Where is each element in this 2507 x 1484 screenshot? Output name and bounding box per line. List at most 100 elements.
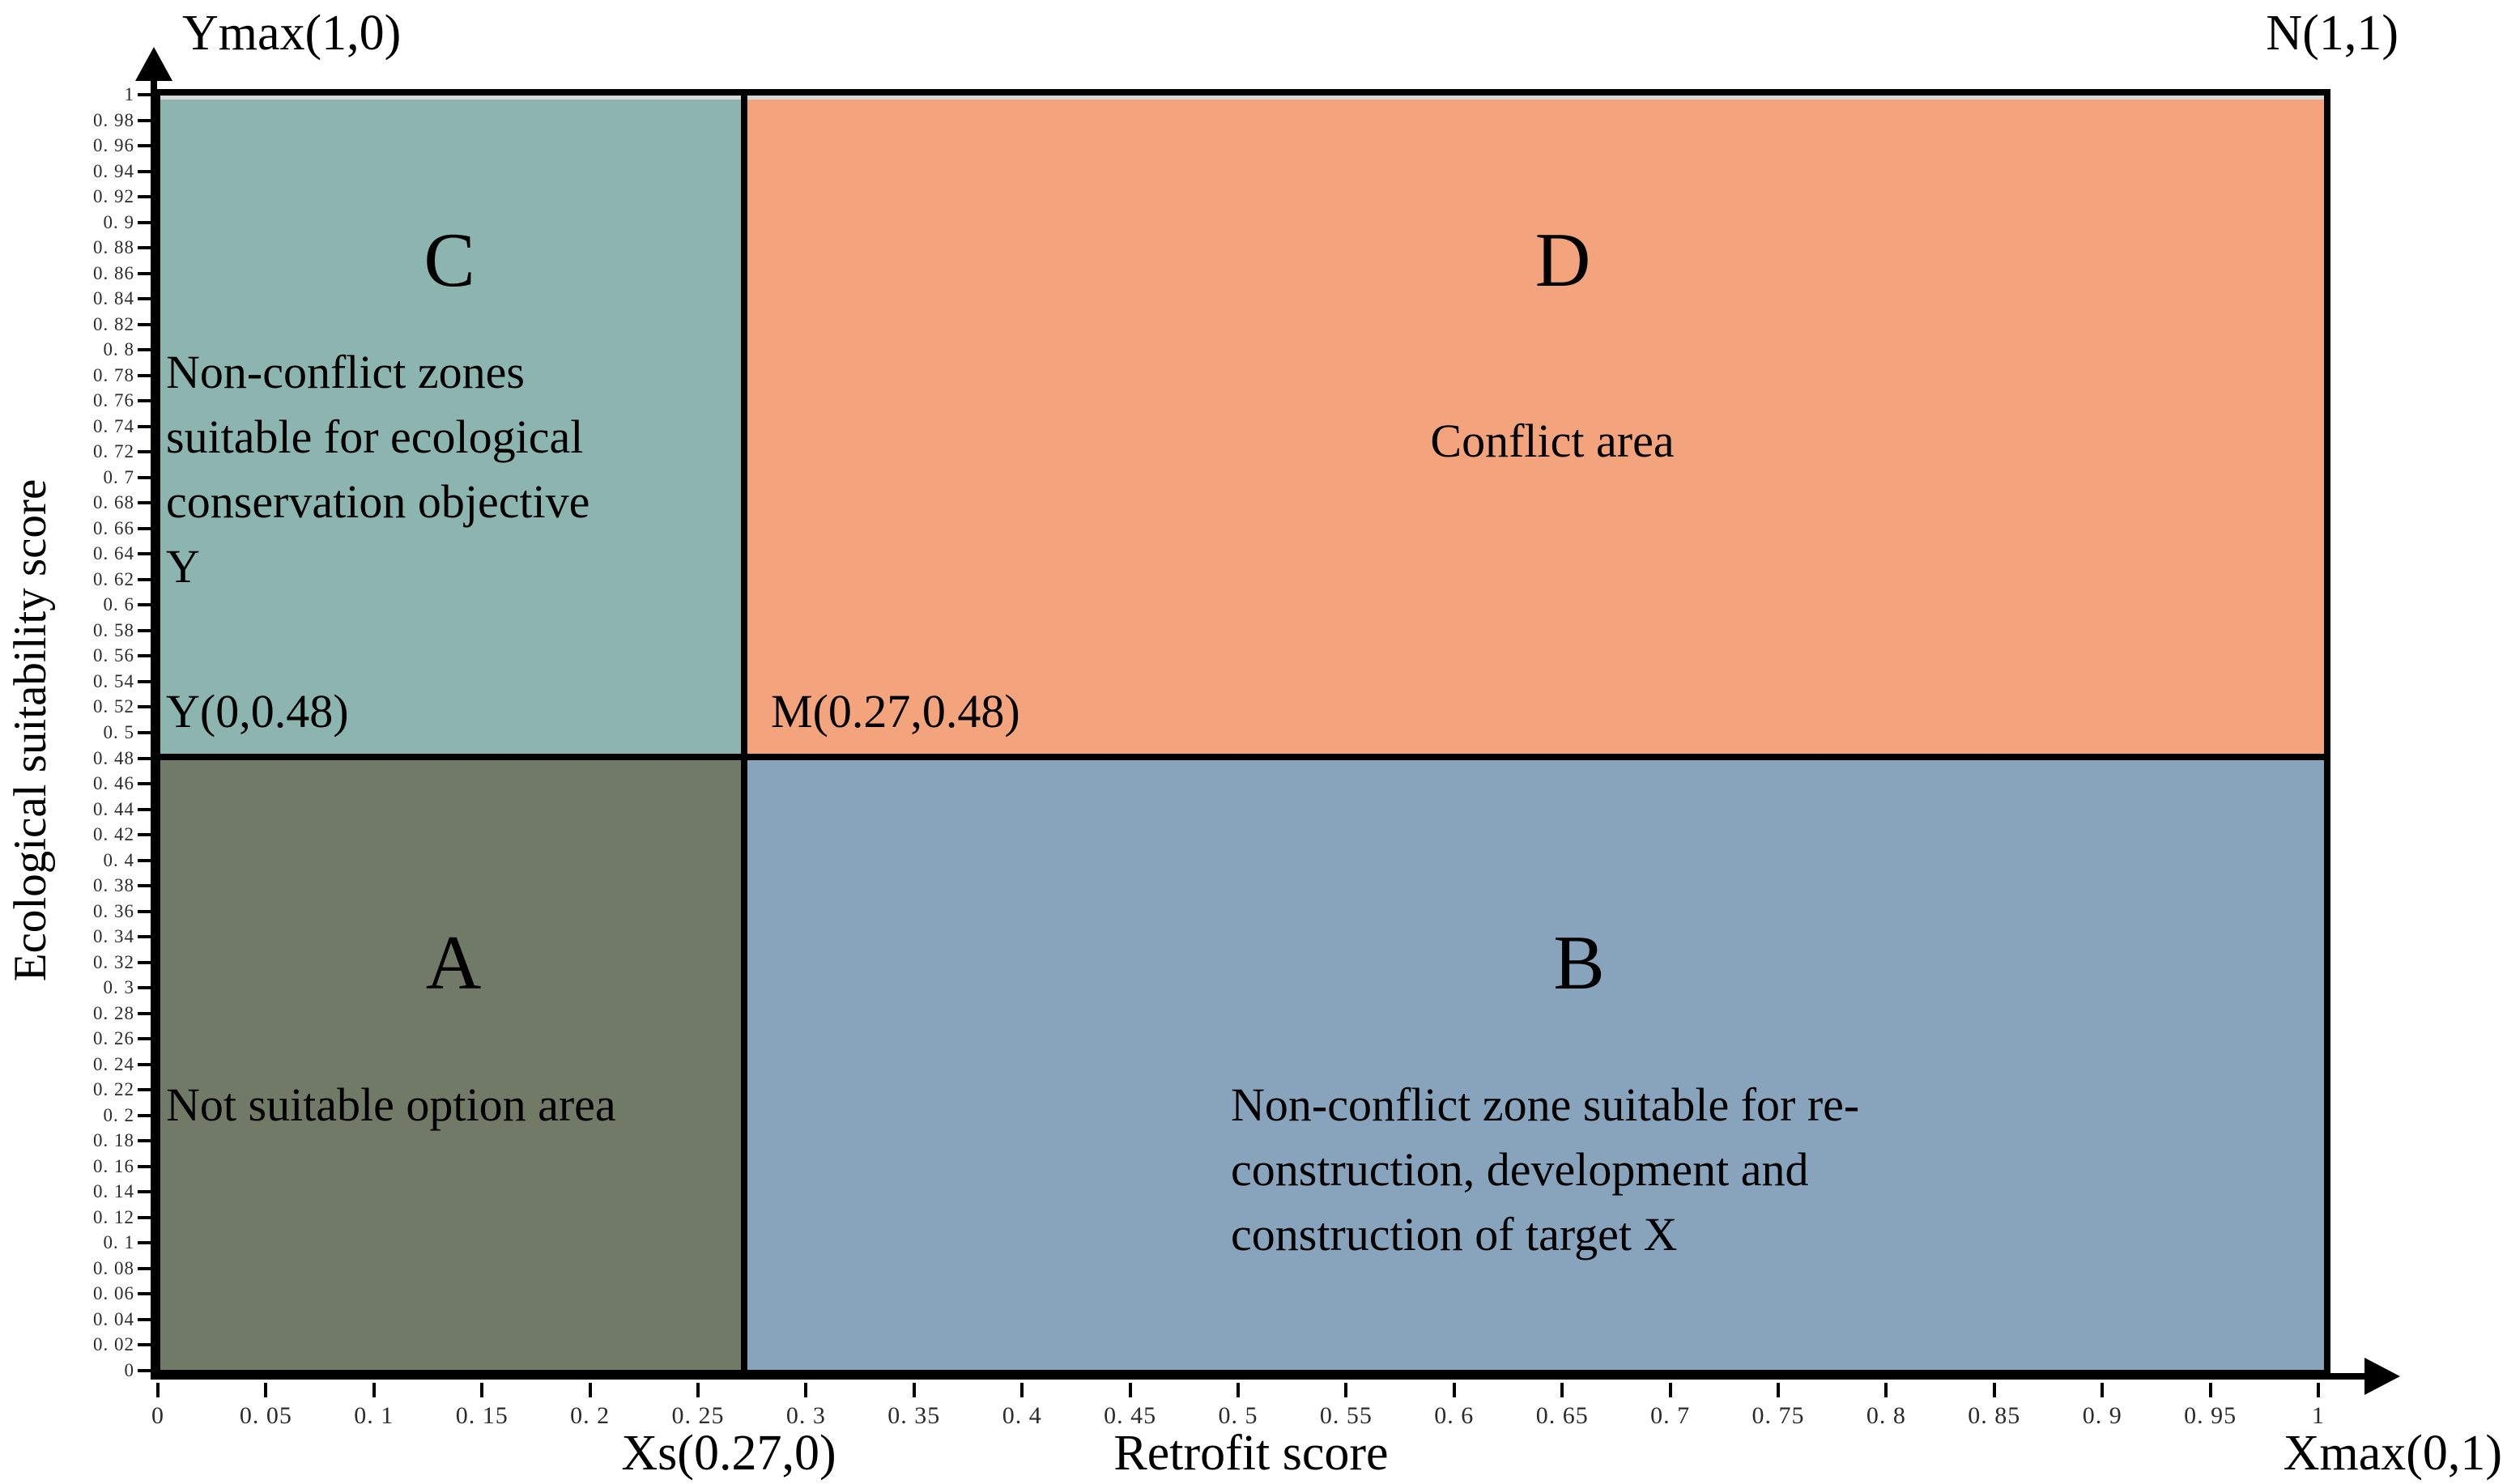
x-tick-mark	[588, 1383, 592, 1397]
x-tick-label: 0. 05	[239, 1402, 292, 1429]
quadrant-c-text-line: suitable for ecological	[166, 410, 584, 463]
y-tick-mark	[138, 373, 151, 377]
y-tick-mark	[138, 1062, 151, 1066]
label-xmax: Xmax(0,1)	[2283, 1426, 2502, 1481]
y-tick-label: 0. 52	[93, 696, 134, 717]
x-tick-label: 0. 75	[1751, 1402, 1805, 1429]
x-tick-mark	[264, 1383, 268, 1397]
y-tick-label: 0. 32	[93, 951, 134, 972]
y-tick-mark	[138, 1215, 151, 1219]
y-axis-line	[151, 58, 157, 1380]
x-tick-label: 0. 65	[1535, 1402, 1589, 1429]
x-tick-mark	[804, 1383, 808, 1397]
y-tick-label: 0. 92	[93, 186, 134, 207]
y-tick-label: 0. 72	[93, 441, 134, 462]
x-tick-label: 0. 15	[455, 1402, 509, 1429]
y-tick-label: 0. 76	[93, 390, 134, 411]
y-tick-mark	[138, 960, 151, 964]
y-tick-label: 0. 28	[93, 1002, 134, 1023]
y-tick-mark	[138, 526, 151, 530]
y-tick-mark	[138, 1011, 151, 1015]
x-tick-mark	[156, 1383, 160, 1397]
y-tick-mark	[138, 552, 151, 556]
x-tick-label: 0. 45	[1104, 1402, 1157, 1429]
x-tick-label: 1	[2312, 1402, 2325, 1429]
quadrant-d-text: Conflict area	[1430, 415, 1675, 467]
point-label-y: Y(0,0.48)	[166, 685, 349, 738]
y-tick-label: 0. 3	[103, 977, 134, 998]
y-tick-mark	[138, 577, 151, 581]
x-tick-mark	[2101, 1383, 2105, 1397]
x-tick-label: 0. 6	[1434, 1402, 1475, 1429]
quadrant-b-region	[744, 756, 2324, 1370]
y-tick-mark	[138, 1139, 151, 1143]
quadrant-b-letter: B	[1553, 920, 1605, 1006]
quadrant-c-text-line: conservation objective	[166, 475, 590, 528]
y-tick-label: 0. 6	[103, 594, 134, 615]
quadrant-c-letter: C	[424, 217, 475, 303]
plot-area	[154, 89, 2330, 1376]
x-tick-mark	[1236, 1383, 1240, 1397]
y-tick-label: 0. 2	[103, 1104, 134, 1125]
y-tick-label: 1	[124, 84, 134, 104]
y-tick-label: 0. 26	[93, 1028, 134, 1049]
y-tick-mark	[138, 679, 151, 683]
y-tick-label: 0. 96	[93, 135, 134, 156]
y-tick-mark	[138, 1292, 151, 1296]
quadrant-d-letter: D	[1534, 217, 1591, 303]
y-tick-label: 0. 06	[93, 1283, 134, 1304]
x-tick-label: 0. 9	[2082, 1402, 2122, 1429]
y-tick-mark	[138, 1266, 151, 1270]
y-tick-mark	[138, 833, 151, 837]
y-tick-label: 0. 42	[93, 824, 134, 845]
x-tick-mark	[1344, 1383, 1348, 1397]
y-tick-label: 0. 62	[93, 568, 134, 589]
y-tick-mark	[138, 731, 151, 734]
y-tick-label: 0. 5	[103, 722, 134, 742]
x-tick-label: 0. 55	[1319, 1402, 1373, 1429]
y-tick-mark	[138, 271, 151, 275]
quadrant-b-text-line: Non-conflict zone suitable for re-	[1231, 1078, 1860, 1131]
label-ymax: Ymax(1,0)	[182, 6, 402, 61]
quadrant-a-region	[160, 756, 745, 1370]
x-tick-label: 0. 8	[1866, 1402, 1906, 1429]
y-tick-label: 0. 68	[93, 492, 134, 513]
x-tick-mark	[1128, 1383, 1132, 1397]
y-tick-label: 0. 34	[93, 926, 134, 947]
x-tick-mark	[1668, 1383, 1672, 1397]
x-tick-label: 0. 85	[1968, 1402, 2021, 1429]
y-tick-label: 0. 4	[103, 849, 134, 870]
y-tick-label: 0. 48	[93, 747, 134, 768]
x-tick-mark	[2317, 1383, 2320, 1397]
y-tick-label: 0. 64	[93, 543, 134, 564]
x-axis-title: Retrofit score	[1113, 1426, 1389, 1481]
y-tick-mark	[138, 1088, 151, 1092]
x-tick-mark	[480, 1383, 484, 1397]
threshold-line-y-0.48	[160, 753, 2324, 760]
label-xs: Xs(0.27,0)	[621, 1426, 836, 1481]
x-tick-mark	[696, 1383, 700, 1397]
y-tick-mark	[138, 297, 151, 301]
y-tick-mark	[138, 399, 151, 403]
y-tick-mark	[138, 169, 151, 173]
y-tick-mark	[138, 220, 151, 224]
y-tick-label: 0. 84	[93, 288, 134, 309]
x-tick-mark	[1884, 1383, 1888, 1397]
y-tick-label: 0. 14	[93, 1181, 134, 1202]
y-tick-mark	[138, 705, 151, 709]
y-tick-mark	[138, 1190, 151, 1194]
y-tick-label: 0. 12	[93, 1206, 134, 1227]
y-tick-mark	[138, 807, 151, 811]
y-tick-label: 0. 88	[93, 237, 134, 258]
quadrant-a-letter: A	[425, 920, 482, 1006]
y-tick-mark	[138, 475, 151, 479]
y-tick-label: 0. 08	[93, 1257, 134, 1278]
y-tick-mark	[138, 424, 151, 428]
y-tick-mark	[138, 909, 151, 913]
y-tick-label: 0. 18	[93, 1130, 134, 1151]
y-tick-mark	[138, 144, 151, 148]
x-tick-mark	[372, 1383, 376, 1397]
y-tick-label: 0. 02	[93, 1334, 134, 1355]
x-tick-mark	[1452, 1383, 1456, 1397]
x-tick-label: 0. 25	[671, 1402, 725, 1429]
